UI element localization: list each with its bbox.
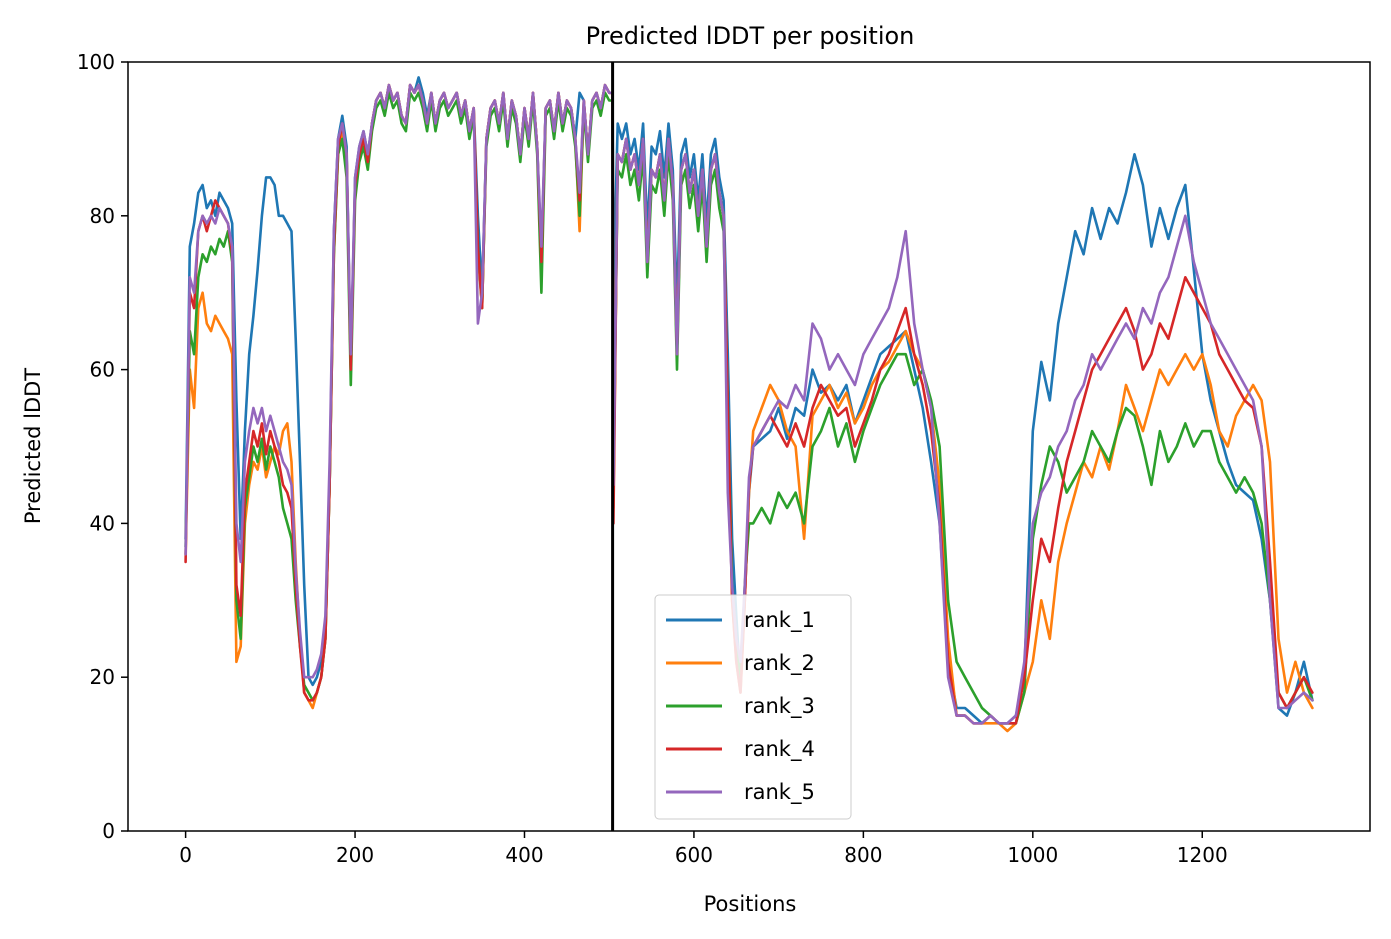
series-line-rank_5 xyxy=(184,83,1314,725)
y-axis-ticks: 0 20 40 60 80 100 xyxy=(77,50,128,843)
x-axis-label: Positions xyxy=(704,892,797,916)
plot-frame xyxy=(127,61,1371,832)
y-tick-label: 0 xyxy=(102,819,115,843)
x-tick-label: 400 xyxy=(505,843,543,867)
legend-label-rank_2: rank_2 xyxy=(744,651,815,676)
plot-lines xyxy=(184,76,1314,733)
x-axis-ticks: 0 200 400 600 800 1000 1200 xyxy=(179,831,1228,867)
x-tick-label: 1200 xyxy=(1177,843,1228,867)
x-tick-label: 600 xyxy=(675,843,713,867)
legend-label-rank_1: rank_1 xyxy=(744,608,815,633)
x-tick-label: 0 xyxy=(179,843,192,867)
legend-box xyxy=(654,594,852,820)
y-tick-label: 80 xyxy=(90,204,115,228)
y-axis-label: Predicted lDDT xyxy=(21,368,45,524)
legend: rank_1 rank_2 rank_3 rank_4 rank_5 xyxy=(654,594,852,820)
legend-label-rank_3: rank_3 xyxy=(744,694,815,719)
x-tick-label: 800 xyxy=(844,843,882,867)
y-tick-label: 40 xyxy=(90,511,115,535)
x-tick-label: 1000 xyxy=(1007,843,1058,867)
chart-title: Predicted lDDT per position xyxy=(586,22,915,50)
y-tick-label: 60 xyxy=(90,358,115,382)
y-tick-label: 20 xyxy=(90,665,115,689)
legend-label-rank_5: rank_5 xyxy=(744,780,815,805)
legend-label-rank_4: rank_4 xyxy=(744,737,815,762)
y-tick-label: 100 xyxy=(77,50,115,74)
x-tick-label: 200 xyxy=(336,843,374,867)
